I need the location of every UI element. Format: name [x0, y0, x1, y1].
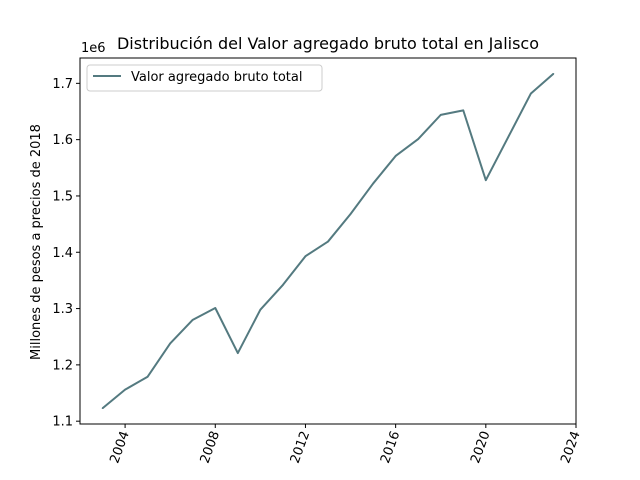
legend-box [86, 64, 323, 92]
y-tick-label: 1.6 [52, 133, 73, 148]
y-tick-label: 1.3 [52, 302, 73, 317]
data-point [282, 284, 284, 286]
plot-area-frame [79, 57, 577, 425]
data-point [327, 240, 329, 243]
data-point [417, 138, 419, 140]
data-point [237, 352, 239, 354]
data-point [259, 308, 262, 311]
data-point [394, 155, 397, 157]
y-tick-label: 1.7 [52, 77, 73, 92]
data-point [462, 109, 465, 112]
y-axis-label: Millones de pesos a precios de 2018 [29, 124, 44, 360]
data-point [552, 72, 555, 75]
data-point [372, 182, 374, 185]
y-offset-label: 1e6 [81, 41, 106, 56]
data-point [169, 342, 171, 345]
y-tick-label: 1.1 [52, 415, 73, 430]
data-point [101, 407, 104, 410]
data-point [530, 92, 532, 95]
y-axis-ticks: 1.1 1.2 1.3 1.4 1.5 1.6 1.7 [52, 77, 80, 430]
y-tick-label: 1.2 [52, 358, 73, 373]
y-tick-label: 1.4 [52, 246, 73, 261]
data-point [439, 114, 442, 116]
data-point [507, 136, 510, 138]
data-point [485, 179, 487, 181]
data-point [304, 255, 307, 258]
data-point [349, 213, 352, 215]
data-point [214, 307, 217, 309]
data-point [124, 388, 126, 391]
y-tick-label: 1.5 [52, 189, 73, 204]
legend-label: Valor agregado bruto total [131, 70, 302, 85]
series-layer [101, 72, 555, 410]
data-point [191, 319, 194, 321]
data-point [146, 375, 149, 378]
legend: Valor agregado bruto total [86, 64, 323, 92]
chart-title: Distribución del Valor agregado bruto to… [117, 34, 539, 53]
